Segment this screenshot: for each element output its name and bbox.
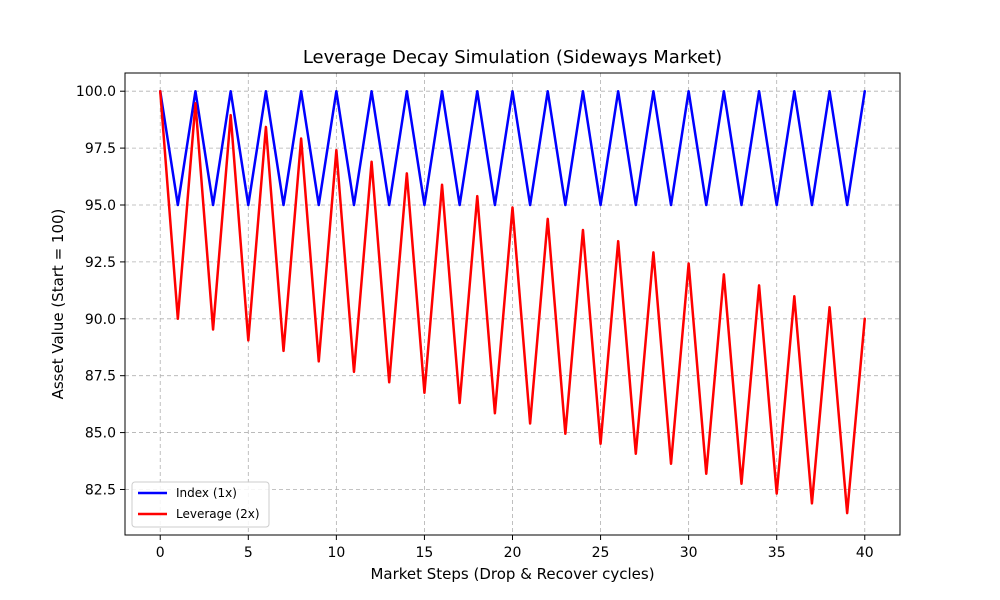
- y-tick-label: 95.0: [85, 198, 116, 214]
- series-line-index: [158, 89, 867, 207]
- x-axis-label: Market Steps (Drop & Recover cycles): [370, 565, 654, 583]
- y-tick-label: 87.5: [85, 369, 116, 385]
- series-line-leverage: [158, 89, 867, 515]
- axis-ticks: 0 5 10 15 20 25 30 35 40 82.5 85.0 87.5 90.0 92.5 95.0…: [76, 84, 874, 561]
- x-tick-label: 40: [856, 545, 874, 561]
- x-tick-label: 0: [156, 545, 165, 561]
- x-tick-label: 25: [592, 545, 610, 561]
- y-tick-label: 82.5: [85, 482, 116, 498]
- x-tick-label: 5: [244, 545, 253, 561]
- grid: [125, 73, 900, 535]
- series-layer: [158, 89, 867, 515]
- legend: Index (1x) Leverage (2x): [131, 481, 270, 528]
- legend-label-leverage: Leverage (2x): [176, 507, 260, 521]
- y-tick-label: 85.0: [85, 426, 116, 442]
- x-tick-label: 20: [504, 545, 522, 561]
- y-tick-label: 100.0: [76, 84, 116, 100]
- y-tick-label: 92.5: [85, 255, 116, 271]
- x-tick-label: 35: [768, 545, 786, 561]
- y-tick-label: 90.0: [85, 312, 116, 328]
- x-tick-label: 10: [327, 545, 345, 561]
- legend-label-index: Index (1x): [176, 486, 237, 500]
- chart-title: Leverage Decay Simulation (Sideways Mark…: [303, 47, 722, 68]
- y-tick-label: 97.5: [85, 141, 116, 157]
- x-tick-label: 15: [416, 545, 434, 561]
- x-tick-label: 30: [680, 545, 698, 561]
- y-axis-label: Asset Value (Start = 100): [49, 209, 67, 400]
